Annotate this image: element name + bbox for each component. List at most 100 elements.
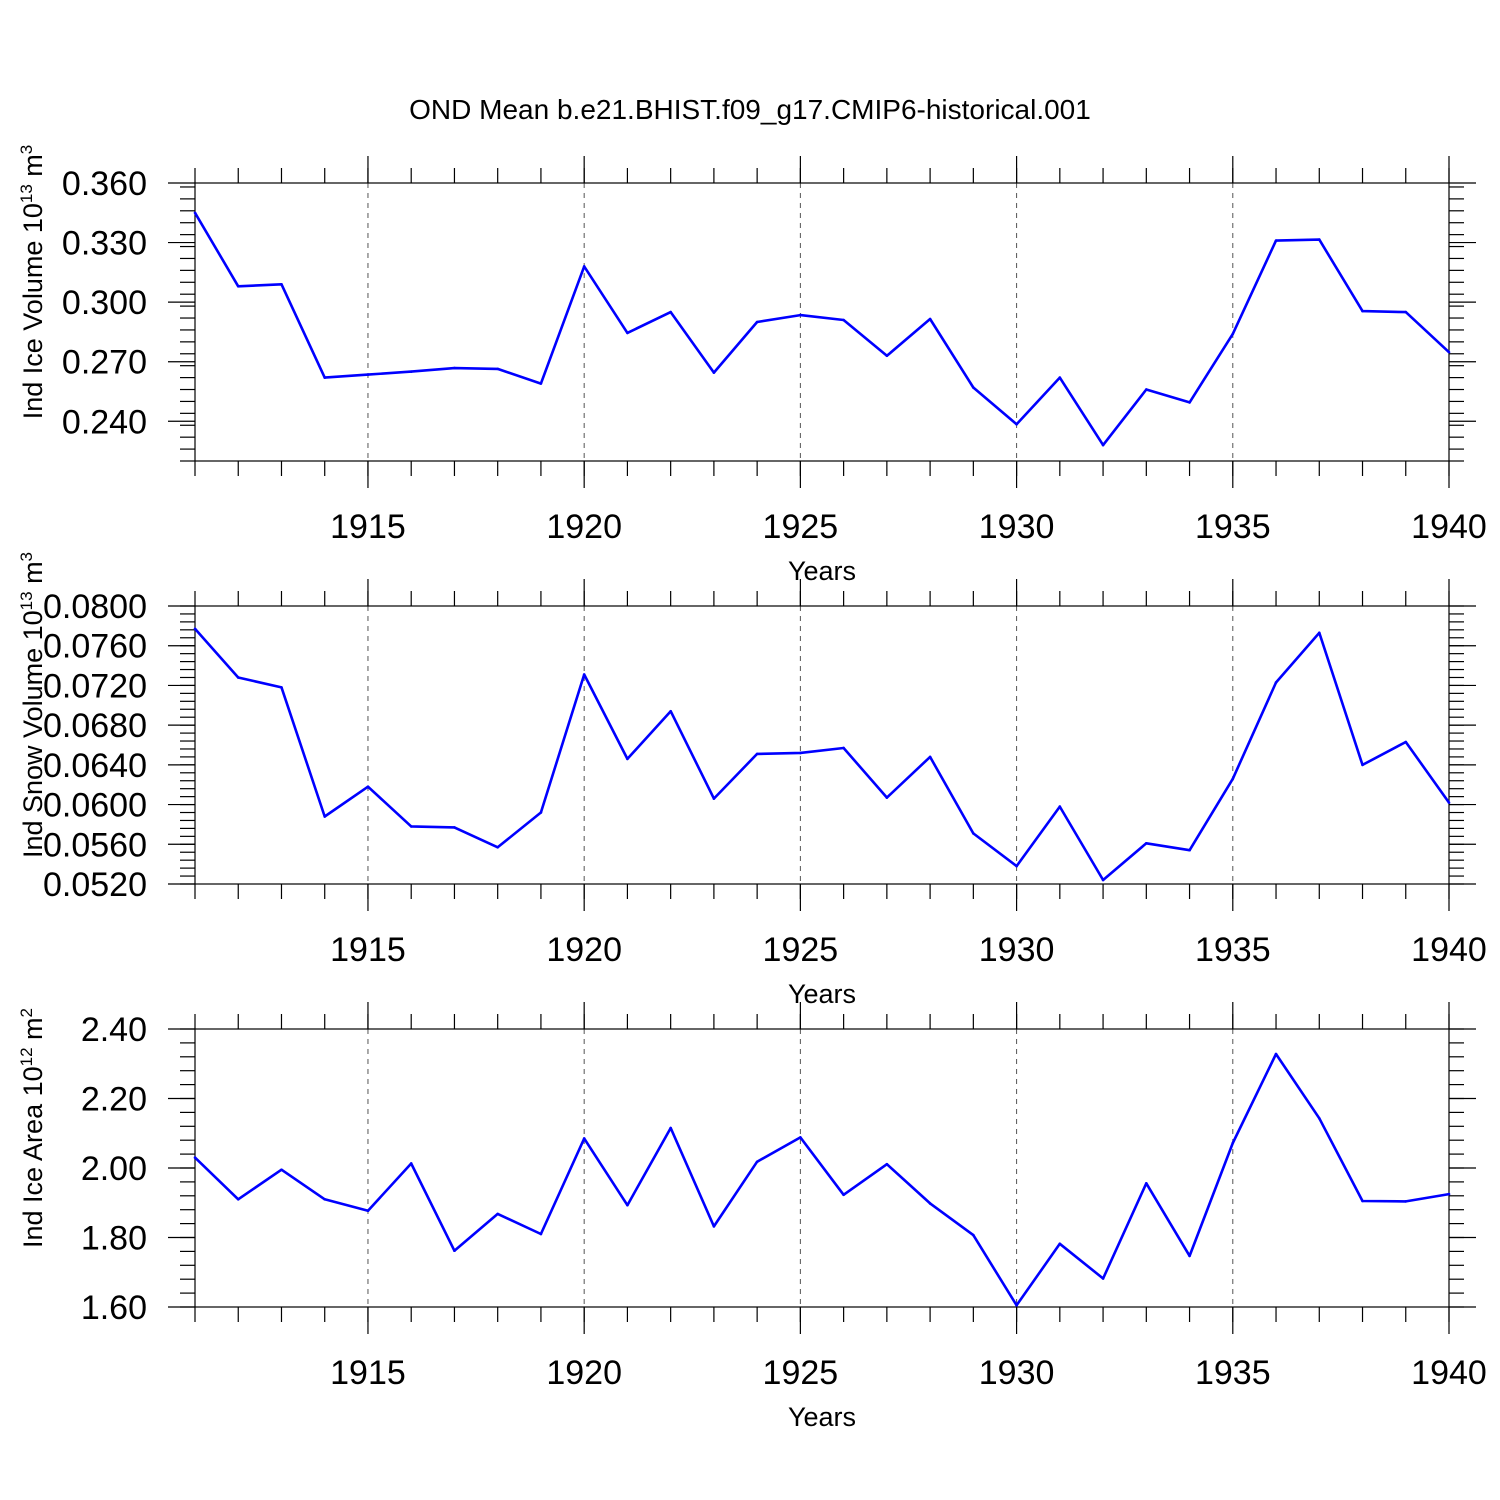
- data-point: [1015, 422, 1018, 426]
- plot-frame: [194, 182, 1450, 462]
- data-point: [280, 1168, 283, 1172]
- y-tick-label: 0.0800: [43, 588, 147, 626]
- y-tick-label: 2.20: [81, 1081, 147, 1119]
- x-tick-label: 1930: [979, 931, 1055, 969]
- data-point: [885, 354, 889, 358]
- x-tick-label: 1925: [763, 931, 839, 969]
- data-point: [193, 211, 197, 215]
- x-tick-label: 1915: [330, 508, 406, 546]
- panels: 0.240 0.270 0.300 0.330 0.360 1915 1920 1925 193…: [17, 145, 1487, 1432]
- x-tick-label: 1940: [1411, 508, 1487, 546]
- data-point: [972, 832, 975, 835]
- x-tick-label: 1930: [979, 1354, 1055, 1392]
- data-point: [626, 757, 629, 761]
- data-point: [972, 1233, 975, 1237]
- data-point: [1231, 1141, 1235, 1145]
- data-point: [1101, 878, 1105, 882]
- data-point: [1447, 801, 1451, 804]
- data-point: [755, 320, 759, 324]
- y-axis-label-unit: m: [18, 1017, 48, 1047]
- y-tick-label: 0.330: [62, 225, 147, 263]
- data-point: [193, 627, 197, 631]
- y-axis-label: Ind Ice Volume 1013 m3: [17, 145, 48, 420]
- data-point: [366, 1209, 370, 1213]
- data-point: [1058, 1242, 1062, 1246]
- y-axis-label-unit: m: [18, 154, 48, 184]
- x-tick-label: 1940: [1411, 931, 1487, 969]
- data-point: [496, 1212, 499, 1216]
- data-point: [1447, 1192, 1451, 1196]
- data-point: [842, 1193, 845, 1197]
- data-point: [366, 373, 370, 376]
- y-axis-label-exponent: 12: [17, 1047, 36, 1066]
- x-tick-label: 1935: [1195, 1354, 1271, 1392]
- data-point: [669, 1126, 672, 1130]
- data-point: [1101, 1277, 1105, 1280]
- series-line: [194, 1052, 1450, 1307]
- data-point: [323, 1197, 327, 1201]
- data-point: [409, 370, 413, 373]
- data-point: [712, 371, 716, 374]
- data-point: [236, 676, 240, 679]
- data-point: [236, 1197, 240, 1201]
- data-point: [236, 284, 240, 288]
- y-tick-label: 0.0720: [43, 667, 147, 705]
- y-axis-label: Ind Snow Volume 1013 m3: [17, 552, 48, 858]
- y-axis-label-unit-exponent: 2: [17, 1008, 36, 1017]
- y-axis-label-exponent: 13: [17, 184, 36, 203]
- data-point: [1361, 309, 1364, 313]
- data-point: [582, 1137, 586, 1140]
- data-point: [1317, 238, 1321, 241]
- data-point: [928, 755, 932, 759]
- data-point: [799, 1136, 802, 1139]
- data-point: [626, 1203, 629, 1207]
- y-tick-label: 2.00: [81, 1150, 147, 1188]
- data-point: [453, 366, 456, 370]
- data-point: [885, 796, 889, 799]
- y-tick-label: 2.40: [81, 1011, 147, 1049]
- data-point: [1404, 310, 1408, 314]
- data-point: [582, 265, 586, 268]
- data-point: [539, 1232, 543, 1236]
- y-axis-label-text: Ind Ice Volume 10: [18, 203, 48, 419]
- x-tick-label: 1940: [1411, 1354, 1487, 1392]
- y-tick-label: 1.80: [81, 1220, 147, 1258]
- y-axis-label-text: Ind Snow Volume 10: [18, 610, 48, 858]
- x-tick-label: 1930: [979, 508, 1055, 546]
- data-point: [323, 815, 327, 818]
- data-point: [1404, 740, 1408, 744]
- series-line: [194, 627, 1451, 882]
- data-point: [539, 811, 543, 814]
- data-point: [1404, 1200, 1408, 1203]
- data-point: [842, 318, 845, 322]
- data-point: [799, 751, 802, 755]
- y-tick-label: 0.0560: [43, 826, 147, 864]
- data-point: [928, 1202, 932, 1205]
- data-point: [1101, 443, 1105, 447]
- data-point: [280, 282, 283, 286]
- data-point: [1015, 1303, 1018, 1307]
- data-point: [1361, 1199, 1364, 1203]
- data-point: [453, 826, 456, 829]
- data-point: [755, 1160, 759, 1164]
- data-point: [1015, 864, 1018, 868]
- data-point: [409, 1162, 413, 1165]
- data-point: [1231, 332, 1235, 336]
- x-tick-label: 1920: [546, 931, 622, 969]
- data-point: [928, 317, 932, 321]
- data-point: [1274, 1052, 1278, 1056]
- y-axis-label-text: Ind Ice Area 10: [18, 1066, 48, 1248]
- data-point: [1058, 805, 1062, 808]
- x-tick-label: 1915: [330, 931, 406, 969]
- data-point: [1274, 681, 1278, 684]
- data-point: [885, 1162, 889, 1166]
- data-point: [582, 673, 586, 676]
- x-tick-label: 1920: [546, 508, 622, 546]
- y-tick-label: 0.240: [62, 403, 147, 441]
- data-point: [842, 746, 845, 750]
- data-point: [669, 310, 672, 314]
- data-point: [366, 785, 370, 788]
- data-point: [323, 376, 327, 379]
- data-point: [1447, 350, 1451, 354]
